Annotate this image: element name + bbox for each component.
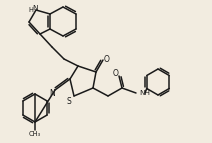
Text: CH₃: CH₃ [29, 131, 41, 137]
Text: N: N [32, 5, 38, 11]
Text: H: H [29, 7, 33, 13]
Text: N: N [49, 90, 55, 99]
Text: O: O [113, 68, 119, 78]
Text: O: O [104, 54, 110, 63]
Text: NH: NH [139, 90, 150, 96]
Text: S: S [67, 97, 71, 106]
